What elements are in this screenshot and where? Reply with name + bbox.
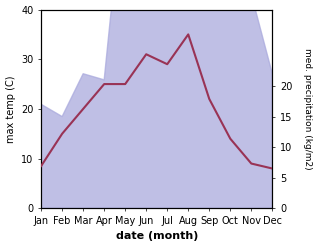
Y-axis label: max temp (C): max temp (C) bbox=[5, 75, 16, 143]
Y-axis label: med. precipitation (kg/m2): med. precipitation (kg/m2) bbox=[303, 48, 313, 170]
X-axis label: date (month): date (month) bbox=[115, 231, 198, 242]
